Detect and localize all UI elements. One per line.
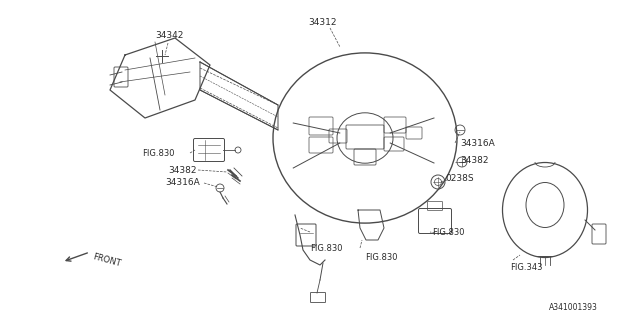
Text: FIG.830: FIG.830 — [310, 244, 342, 252]
Text: 0238S: 0238S — [445, 173, 474, 182]
Text: FRONT: FRONT — [92, 252, 122, 268]
Text: A341001393: A341001393 — [549, 303, 598, 313]
Text: FIG.343: FIG.343 — [510, 263, 543, 273]
Text: FIG.830: FIG.830 — [142, 148, 175, 157]
Text: FIG.830: FIG.830 — [432, 228, 465, 236]
Text: 34382: 34382 — [460, 156, 488, 164]
Text: 34342: 34342 — [155, 30, 184, 39]
Text: 34312: 34312 — [308, 18, 337, 27]
Text: 34316A: 34316A — [460, 139, 495, 148]
Text: 34316A: 34316A — [165, 178, 200, 187]
Text: 34382: 34382 — [168, 165, 196, 174]
Text: FIG.830: FIG.830 — [365, 253, 397, 262]
